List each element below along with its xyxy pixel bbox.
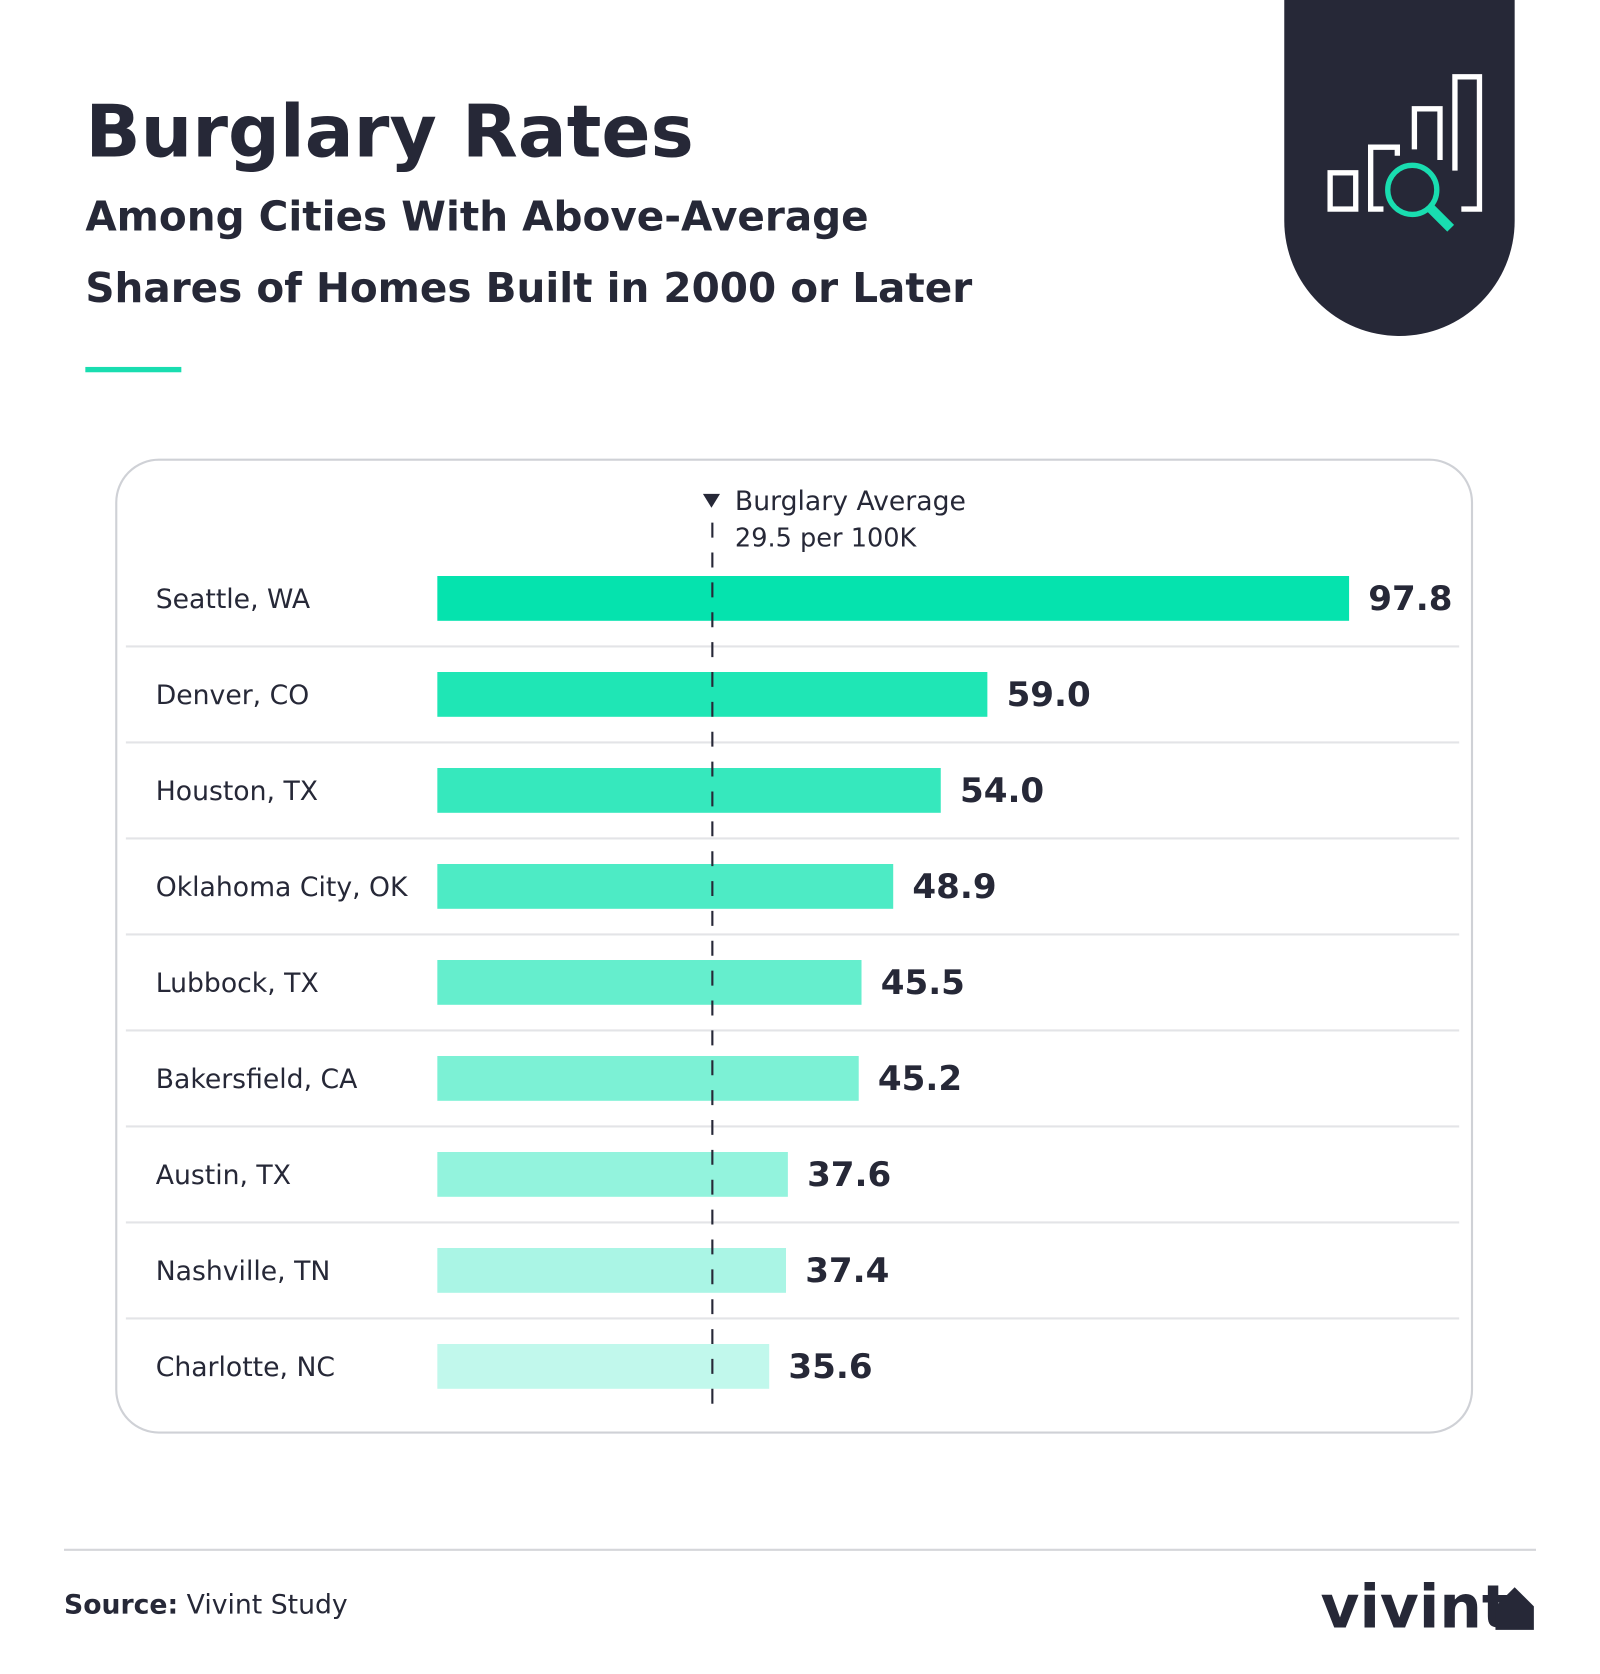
brand-logo: vivint <box>1321 1573 1511 1642</box>
bar <box>437 1056 859 1101</box>
bar <box>437 768 941 813</box>
value-label: 35.6 <box>788 1347 872 1387</box>
category-label: Denver, CO <box>156 680 310 711</box>
icon <box>1327 74 1483 232</box>
value-label: 45.5 <box>881 963 965 1003</box>
subtitle: Among Cities With Above-Average <box>85 193 868 241</box>
category-label: Charlotte, NC <box>156 1352 335 1383</box>
value-label: 37.6 <box>807 1155 891 1195</box>
average-marker <box>702 493 720 508</box>
value-label: 37.4 <box>805 1251 889 1291</box>
category-label: Lubbock, TX <box>156 968 319 999</box>
subtitle: Shares of Homes Built in 2000 or Later <box>85 264 972 312</box>
category-label: Houston, TX <box>156 776 318 807</box>
average-label: Burglary Average <box>735 486 966 517</box>
value-label: 48.9 <box>912 867 996 907</box>
average-value-label: 29.5 per 100K <box>735 524 918 554</box>
bar <box>437 1248 787 1293</box>
source-text: Vivint Study <box>187 1589 348 1620</box>
category-label: Oklahoma City, OK <box>156 872 409 903</box>
category-label: Seattle, WA <box>156 584 311 615</box>
brand-mark <box>1495 1587 1534 1630</box>
source-label: Source: <box>64 1589 178 1620</box>
category-label: Bakersfield, CA <box>156 1064 358 1095</box>
chart-title: Burglary Rates <box>85 91 693 175</box>
bar <box>437 576 1350 621</box>
bar <box>437 864 894 909</box>
bar <box>437 1152 788 1197</box>
source: Source: Vivint Study <box>64 1589 348 1620</box>
accent-rule <box>85 366 182 373</box>
category-label: Nashville, TN <box>156 1256 331 1287</box>
value-label: 97.8 <box>1368 579 1452 619</box>
value-label: 45.2 <box>878 1059 962 1099</box>
category-label: Austin, TX <box>156 1160 291 1191</box>
value-label: 54.0 <box>960 771 1044 811</box>
bar <box>437 960 862 1005</box>
value-label: 59.0 <box>1007 675 1091 715</box>
bar <box>437 1344 770 1389</box>
